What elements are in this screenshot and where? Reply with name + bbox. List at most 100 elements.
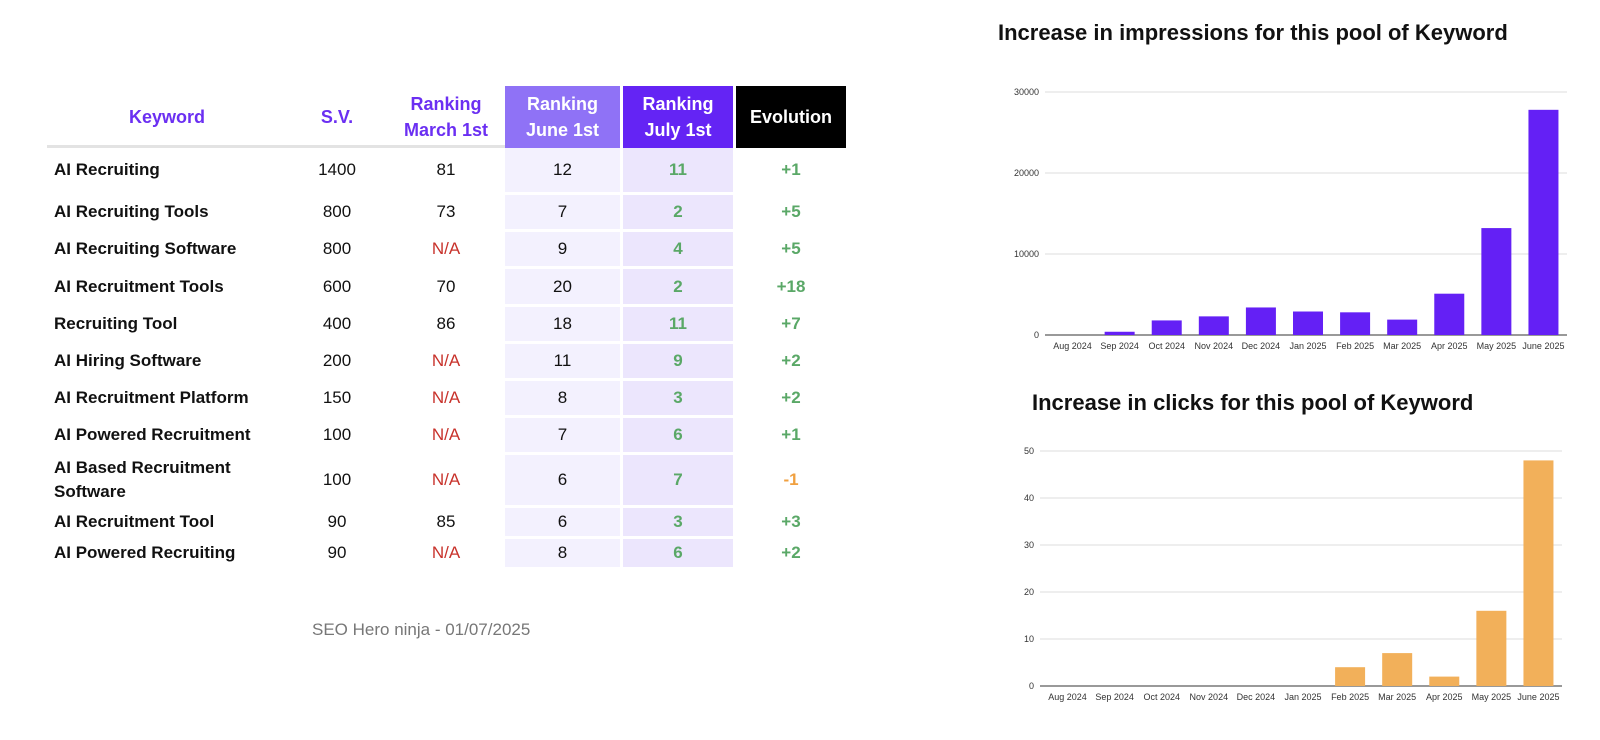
footer-note: SEO Hero ninja - 01/07/2025	[312, 620, 531, 639]
cell-ranking-march: N/A	[387, 455, 505, 508]
impressions-x-tick-label: Feb 2025	[1336, 341, 1374, 351]
cell-ranking-july: 4	[623, 232, 736, 269]
cell-ranking-july: 3	[623, 508, 736, 539]
cell-ranking-march: N/A	[387, 381, 505, 418]
cell-evolution: +5	[736, 232, 846, 269]
cell-ranking-june: 20	[505, 269, 623, 307]
cell-ranking-july: 2	[623, 195, 736, 232]
cell-ranking-july: 6	[623, 539, 736, 570]
impressions-y-tick-label: 10000	[1014, 249, 1039, 259]
cell-search-volume: 800	[287, 232, 387, 269]
impressions-bar	[1434, 293, 1465, 335]
cell-keyword: AI Recruitment Tool	[47, 508, 287, 539]
cell-ranking-march: N/A	[387, 418, 505, 455]
cell-evolution: +2	[736, 344, 846, 381]
cell-evolution: -1	[736, 455, 846, 508]
table-row: AI Powered Recruitment 100 N/A 7 6 +1	[47, 418, 846, 455]
impressions-x-tick-label: June 2025	[1522, 341, 1564, 351]
impressions-y-tick-label: 20000	[1014, 168, 1039, 178]
clicks-chart-title: Increase in clicks for this pool of Keyw…	[1032, 390, 1474, 415]
cell-ranking-july: 6	[623, 418, 736, 455]
cell-ranking-june: 18	[505, 307, 623, 344]
impressions-bar	[1340, 312, 1371, 335]
table-row: AI Recruiting Tools 800 73 7 2 +5	[47, 195, 846, 232]
header-keyword: Keyword	[128, 107, 206, 127]
cell-evolution: +2	[736, 539, 846, 570]
header-ranking-june: Ranking June 1st	[505, 86, 623, 148]
cell-keyword: AI Recruiting Tools	[47, 195, 287, 232]
cell-ranking-june: 6	[505, 455, 623, 508]
clicks-bar	[1476, 610, 1507, 686]
clicks-y-tick-label: 10	[1024, 634, 1034, 644]
clicks-x-tick-label: May 2025	[1472, 692, 1512, 702]
cell-search-volume: 600	[287, 269, 387, 307]
table-body: AI Recruiting 1400 81 12 11 +1 AI Recruiting T…	[47, 148, 846, 570]
cell-search-volume: 1400	[287, 148, 387, 195]
cell-evolution: +2	[736, 381, 846, 418]
cell-ranking-june: 7	[505, 418, 623, 455]
cell-ranking-march: N/A	[387, 344, 505, 381]
cell-ranking-march: N/A	[387, 539, 505, 570]
cell-ranking-june: 12	[505, 148, 623, 195]
cell-keyword: AI Recruitment Platform	[47, 381, 287, 418]
table-row: AI Powered Recruiting 90 N/A 8 6 +2	[47, 539, 846, 570]
header-ranking-june-line1: Ranking	[526, 94, 598, 114]
clicks-y-tick-label: 40	[1024, 493, 1034, 503]
cell-keyword: AI Recruiting Software	[47, 232, 287, 269]
table-row: AI Recruitment Tools 600 70 20 2 +18	[47, 269, 846, 307]
table-row: AI Hiring Software 200 N/A 11 9 +2	[47, 344, 846, 381]
clicks-x-tick-label: Dec 2024	[1237, 692, 1276, 702]
keyword-ranking-table: Keyword S.V. Ranking March 1st Ranking J…	[47, 86, 846, 570]
table-row: AI Recruitment Tool 90 85 6 3 +3	[47, 508, 846, 539]
impressions-x-tick-label: Sep 2024	[1100, 341, 1139, 351]
impressions-bar	[1481, 228, 1512, 335]
impressions-x-tick-label: Aug 2024	[1053, 341, 1092, 351]
cell-ranking-june: 9	[505, 232, 623, 269]
impressions-bar	[1245, 307, 1276, 335]
table-row: AI Based Recruitment Software 100 N/A 6 7 -1	[47, 455, 846, 508]
cell-evolution: +3	[736, 508, 846, 539]
cell-ranking-march: 85	[387, 508, 505, 539]
impressions-x-tick-label: Dec 2024	[1242, 341, 1281, 351]
cell-evolution: +1	[736, 418, 846, 455]
cell-evolution: +18	[736, 269, 846, 307]
impressions-y-tick-label: 30000	[1014, 87, 1039, 97]
clicks-x-tick-label: Mar 2025	[1378, 692, 1416, 702]
cell-search-volume: 800	[287, 195, 387, 232]
cell-ranking-march: 81	[387, 148, 505, 195]
table-row: AI Recruitment Platform 150 N/A 8 3 +2	[47, 381, 846, 418]
cell-search-volume: 400	[287, 307, 387, 344]
table-row: AI Recruiting 1400 81 12 11 +1	[47, 148, 846, 195]
cell-ranking-june: 8	[505, 539, 623, 570]
clicks-x-tick-label: Oct 2024	[1143, 692, 1180, 702]
header-ranking-july-line1: Ranking	[642, 94, 714, 114]
clicks-bar	[1382, 653, 1413, 686]
cell-keyword: AI Hiring Software	[47, 344, 287, 381]
header-ranking-march-line1: Ranking	[410, 94, 482, 114]
impressions-bar	[1104, 331, 1135, 335]
header-search-volume: S.V.	[320, 107, 354, 127]
clicks-y-tick-label: 20	[1024, 587, 1034, 597]
clicks-x-tick-label: Apr 2025	[1426, 692, 1463, 702]
cell-search-volume: 150	[287, 381, 387, 418]
cell-ranking-july: 11	[623, 148, 736, 195]
impressions-bar	[1387, 319, 1418, 335]
cell-search-volume: 100	[287, 418, 387, 455]
clicks-x-tick-label: Jan 2025	[1284, 692, 1321, 702]
cell-search-volume: 90	[287, 508, 387, 539]
impressions-bar	[1198, 316, 1229, 335]
cell-search-volume: 200	[287, 344, 387, 381]
cell-keyword: AI Recruitment Tools	[47, 269, 287, 307]
clicks-x-tick-label: Aug 2024	[1048, 692, 1087, 702]
clicks-x-tick-label: Nov 2024	[1190, 692, 1229, 702]
impressions-bar	[1528, 109, 1559, 335]
cell-ranking-july: 11	[623, 307, 736, 344]
header-ranking-july-line2: July 1st	[644, 120, 712, 140]
cell-keyword: Recruiting Tool	[47, 307, 287, 344]
clicks-x-tick-label: Feb 2025	[1331, 692, 1369, 702]
cell-ranking-june: 8	[505, 381, 623, 418]
cell-keyword: AI Powered Recruiting	[47, 539, 287, 570]
cell-ranking-july: 2	[623, 269, 736, 307]
impressions-x-tick-label: Apr 2025	[1431, 341, 1468, 351]
